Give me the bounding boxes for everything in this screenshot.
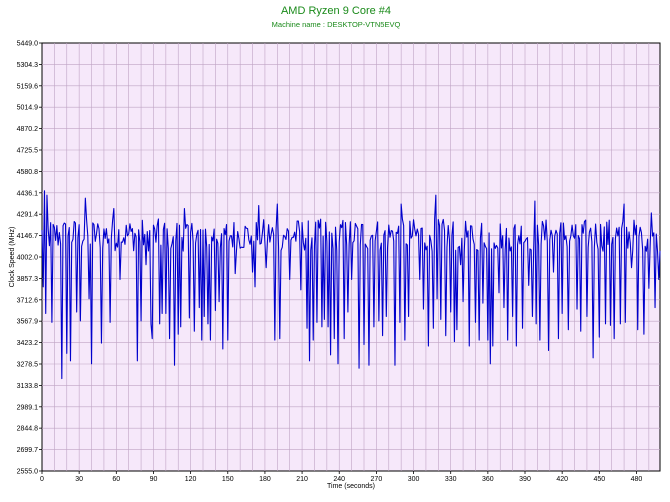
y-axis-ticks: 2555.0 2699.7 2844.8 2989.1 3133.8 3278.5 3423… bbox=[17, 41, 42, 476]
x-tick-label: 240 bbox=[333, 476, 345, 483]
y-tick-label: 5014.9 bbox=[17, 105, 39, 112]
y-tick-label: 2989.1 bbox=[17, 404, 39, 411]
x-tick-label: 270 bbox=[371, 476, 383, 483]
y-axis-label: Clock Speed (MHz) bbox=[9, 227, 16, 288]
series-group bbox=[41, 190, 661, 380]
y-tick-label: 4436.1 bbox=[17, 190, 39, 197]
y-tick-label: 3567.9 bbox=[17, 319, 39, 326]
x-axis-ticks: 0 30 60 90 120 150 180 210 240 270 300 330 360 390 420… bbox=[40, 471, 642, 483]
y-tick-label: 5449.0 bbox=[17, 41, 39, 48]
y-tick-label: 3423.2 bbox=[17, 340, 39, 347]
x-tick-label: 330 bbox=[445, 476, 457, 483]
x-tick-label: 180 bbox=[259, 476, 271, 483]
y-tick-label: 5159.6 bbox=[17, 83, 39, 90]
y-tick-label: 3712.6 bbox=[17, 297, 39, 304]
x-tick-label: 150 bbox=[222, 476, 234, 483]
x-tick-label: 90 bbox=[150, 476, 158, 483]
x-axis-label: Time (seconds) bbox=[327, 483, 375, 490]
y-tick-label: 3278.5 bbox=[17, 362, 39, 369]
y-tick-label: 3857.3 bbox=[17, 276, 39, 283]
chart-subtitle: Machine name : DESKTOP-VTN5EVQ bbox=[272, 20, 401, 29]
clock-speed-series-line bbox=[41, 190, 661, 380]
y-tick-label: 2699.7 bbox=[17, 447, 39, 454]
y-tick-label: 3133.8 bbox=[17, 383, 39, 390]
y-tick-label: 4146.7 bbox=[17, 233, 39, 240]
grid-lines bbox=[42, 43, 660, 471]
x-tick-label: 30 bbox=[75, 476, 83, 483]
y-tick-label: 4291.4 bbox=[17, 212, 39, 219]
x-tick-label: 120 bbox=[185, 476, 197, 483]
x-tick-label: 300 bbox=[408, 476, 420, 483]
y-tick-label: 2555.0 bbox=[17, 469, 39, 476]
x-tick-label: 0 bbox=[40, 476, 44, 483]
chart-title: AMD Ryzen 9 Core #4 bbox=[281, 5, 391, 17]
x-tick-label: 60 bbox=[112, 476, 120, 483]
x-tick-label: 480 bbox=[631, 476, 643, 483]
x-tick-label: 420 bbox=[556, 476, 568, 483]
y-tick-label: 4870.2 bbox=[17, 126, 39, 133]
y-tick-label: 4002.0 bbox=[17, 255, 39, 262]
x-tick-label: 210 bbox=[296, 476, 308, 483]
y-tick-label: 4725.5 bbox=[17, 148, 39, 155]
y-tick-label: 4580.8 bbox=[17, 169, 39, 176]
x-tick-label: 390 bbox=[519, 476, 531, 483]
x-tick-label: 360 bbox=[482, 476, 494, 483]
y-tick-label: 2844.8 bbox=[17, 426, 39, 433]
y-tick-label: 5304.3 bbox=[17, 62, 39, 69]
x-tick-label: 450 bbox=[593, 476, 605, 483]
